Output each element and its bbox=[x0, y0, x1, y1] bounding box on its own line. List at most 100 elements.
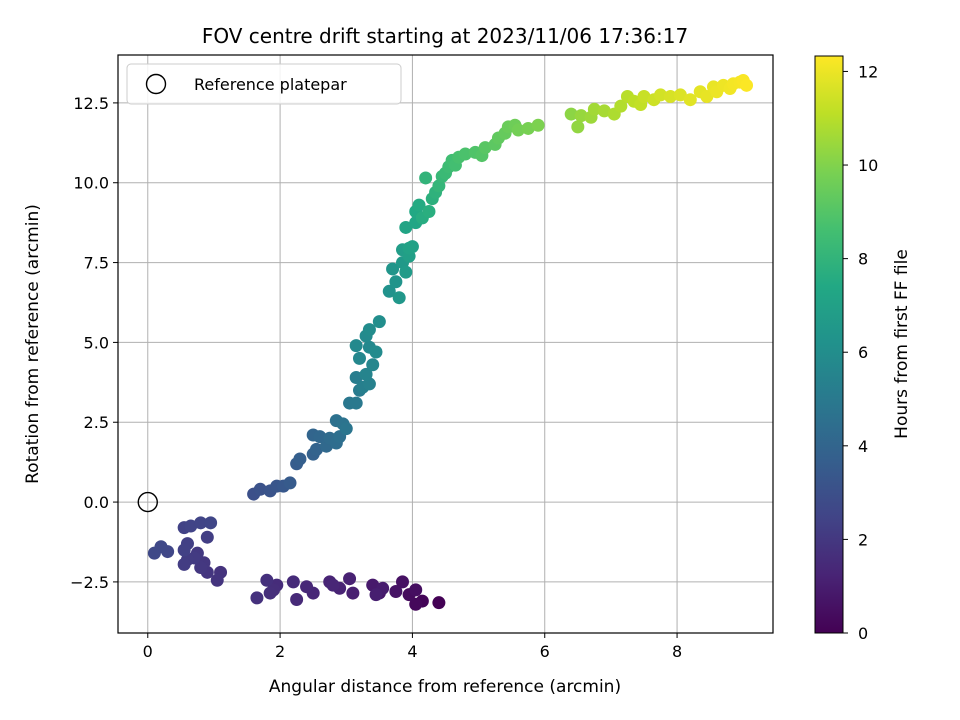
scatter-point bbox=[419, 171, 433, 185]
scatter-points bbox=[147, 74, 754, 611]
scatter-point bbox=[309, 442, 323, 456]
scatter-point bbox=[412, 198, 426, 212]
scatter-point bbox=[147, 546, 161, 560]
x-tick-label: 6 bbox=[540, 642, 550, 661]
scatter-point bbox=[740, 78, 754, 92]
scatter-point bbox=[409, 583, 423, 597]
scatter-point bbox=[260, 573, 274, 587]
colorbar-tick-label: 0 bbox=[858, 624, 868, 643]
scatter-point bbox=[194, 516, 208, 530]
grid-lines bbox=[118, 55, 773, 633]
scatter-point bbox=[673, 88, 687, 102]
scatter-point bbox=[511, 123, 525, 137]
scatter-point bbox=[637, 90, 651, 104]
scatter-point bbox=[263, 586, 277, 600]
x-tick-label: 0 bbox=[143, 642, 153, 661]
scatter-point bbox=[200, 530, 214, 544]
reference-point-marker bbox=[137, 491, 158, 513]
chart-title: FOV centre drift starting at 2023/11/06 … bbox=[202, 24, 688, 48]
scatter-point bbox=[372, 315, 386, 329]
scatter-point bbox=[300, 580, 314, 594]
colorbar-gradient bbox=[814, 55, 844, 634]
scatter-point bbox=[349, 396, 363, 410]
scatter-point bbox=[402, 241, 416, 255]
scatter-point bbox=[286, 575, 300, 589]
scatter-point bbox=[386, 262, 400, 276]
scatter-point bbox=[293, 452, 307, 466]
x-tick-label: 2 bbox=[275, 642, 285, 661]
scatter-point bbox=[395, 575, 409, 589]
scatter-point bbox=[369, 588, 383, 602]
y-ticks: −2.5 0.0 2.5 5.0 7.5 10.0 12.5 bbox=[70, 94, 118, 592]
legend: Reference platepar bbox=[126, 63, 402, 105]
scatter-point bbox=[683, 93, 697, 107]
x-tick-label: 4 bbox=[407, 642, 417, 661]
plot-frame bbox=[117, 54, 774, 634]
scatter-point bbox=[194, 561, 208, 575]
scatter-point bbox=[369, 345, 383, 359]
scatter-point bbox=[399, 265, 413, 279]
y-tick-label: 10.0 bbox=[73, 174, 109, 193]
legend-marker-icon bbox=[145, 73, 167, 95]
y-tick-label: 7.5 bbox=[84, 254, 109, 273]
colorbar: 0 2 4 6 8 10 12 Hours from first FF file bbox=[814, 55, 912, 643]
scatter-point bbox=[458, 147, 472, 161]
scatter-point bbox=[349, 371, 363, 385]
scatter-point bbox=[313, 430, 327, 444]
scatter-point bbox=[422, 204, 436, 218]
scatter-point bbox=[521, 121, 535, 135]
scatter-point bbox=[382, 284, 396, 298]
colorbar-tick-label: 12 bbox=[858, 62, 878, 81]
colorbar-tick-label: 4 bbox=[858, 437, 868, 456]
colorbar-ticks: 0 2 4 6 8 10 12 bbox=[843, 62, 878, 643]
scatter-point bbox=[177, 557, 191, 571]
scatter-point bbox=[343, 572, 357, 586]
scatter-point bbox=[597, 104, 611, 118]
scatter-point bbox=[352, 351, 366, 365]
scatter-point bbox=[250, 591, 264, 605]
scatter-point bbox=[210, 573, 224, 587]
scatter-point bbox=[389, 584, 403, 598]
x-axis-label: Angular distance from reference (arcmin) bbox=[269, 677, 621, 697]
legend-entry-reference: Reference platepar bbox=[194, 75, 347, 94]
scatter-point bbox=[663, 90, 677, 104]
scatter-point bbox=[574, 109, 588, 123]
scatter-point bbox=[564, 107, 578, 121]
scatter-point bbox=[326, 578, 340, 592]
x-ticks: 0 2 4 6 8 bbox=[143, 633, 682, 661]
scatter-point bbox=[389, 275, 403, 289]
scatter-point bbox=[184, 519, 198, 533]
scatter-point bbox=[587, 102, 601, 116]
scatter-point bbox=[362, 323, 376, 337]
colorbar-tick-label: 2 bbox=[858, 530, 868, 549]
scatter-point bbox=[359, 367, 373, 381]
scatter-point bbox=[478, 141, 492, 155]
colorbar-tick-label: 6 bbox=[858, 343, 868, 362]
scatter-point bbox=[614, 99, 628, 113]
y-axis-label: Rotation from reference (arcmin) bbox=[23, 204, 43, 484]
y-tick-label: 12.5 bbox=[73, 94, 109, 113]
scatter-point bbox=[346, 586, 360, 600]
scatter-point bbox=[531, 118, 545, 132]
scatter-point bbox=[290, 592, 304, 606]
reference-marker-layer bbox=[137, 491, 158, 513]
scatter-point bbox=[409, 597, 423, 611]
legend-box bbox=[126, 63, 402, 105]
scatter-point bbox=[177, 543, 191, 557]
y-tick-label: 0.0 bbox=[84, 493, 109, 512]
scatter-point bbox=[339, 422, 353, 436]
y-tick-label: 2.5 bbox=[84, 413, 109, 432]
scatter-point bbox=[253, 482, 267, 496]
scatter-point bbox=[392, 291, 406, 305]
scatter-point bbox=[349, 339, 363, 353]
colorbar-label: Hours from first FF file bbox=[892, 249, 912, 439]
scatter-point bbox=[700, 90, 714, 104]
scatter-point bbox=[654, 88, 668, 102]
colorbar-tick-label: 8 bbox=[858, 250, 868, 269]
scatter-point bbox=[432, 596, 446, 610]
scatter-point bbox=[366, 358, 380, 372]
scatter-point bbox=[283, 476, 297, 490]
scatter-point bbox=[571, 120, 585, 134]
x-tick-label: 8 bbox=[672, 642, 682, 661]
